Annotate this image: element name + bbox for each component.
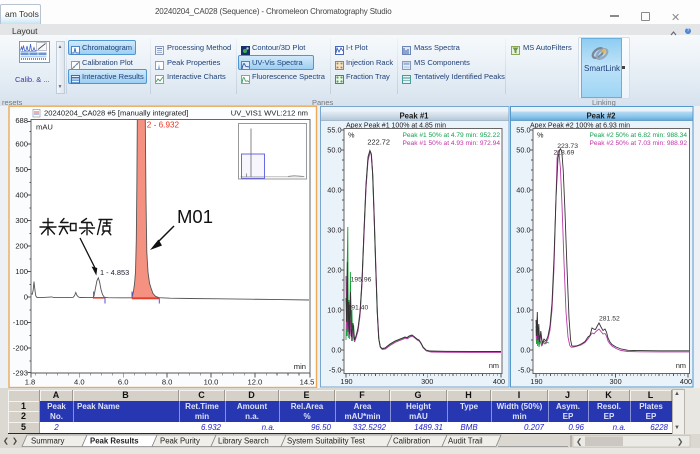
svg-text:400: 400 bbox=[15, 191, 28, 200]
svg-text:222.72: 222.72 bbox=[367, 138, 390, 147]
svg-text:Peak #2: Peak #2 bbox=[586, 112, 616, 121]
svg-text:500: 500 bbox=[15, 165, 28, 174]
svg-text:-5.0: -5.0 bbox=[329, 366, 342, 375]
svg-text:❯: ❯ bbox=[677, 437, 683, 446]
svg-text:1.8: 1.8 bbox=[25, 378, 36, 387]
svg-text:600: 600 bbox=[15, 140, 28, 149]
svg-text:2 - 6.932: 2 - 6.932 bbox=[147, 121, 180, 130]
svg-text:10.0: 10.0 bbox=[516, 306, 530, 315]
svg-text:0.0: 0.0 bbox=[520, 346, 530, 355]
svg-text:Library Search: Library Search bbox=[218, 437, 269, 446]
svg-text:Audit Trail: Audit Trail bbox=[448, 437, 483, 446]
svg-text:10.0: 10.0 bbox=[204, 378, 219, 387]
svg-text:300: 300 bbox=[421, 377, 433, 386]
svg-text:Peak #2 50% at 6.82 min: 988.3: Peak #2 50% at 6.82 min: 988.34 bbox=[589, 132, 687, 139]
svg-text:Summary: Summary bbox=[31, 437, 64, 446]
svg-text:300: 300 bbox=[15, 216, 28, 225]
svg-text:20240204_CA028 #5 [manually in: 20240204_CA028 #5 [manually integrated] bbox=[44, 109, 188, 118]
svg-text:Apex Peak #1 100% at 4.85 min: Apex Peak #1 100% at 4.85 min bbox=[346, 123, 446, 130]
svg-text:190: 190 bbox=[530, 377, 542, 386]
svg-text:%: % bbox=[348, 131, 355, 140]
svg-text:200: 200 bbox=[15, 242, 28, 251]
svg-text:nm: nm bbox=[676, 361, 686, 370]
svg-text:55.0: 55.0 bbox=[327, 126, 341, 135]
svg-text:0: 0 bbox=[24, 293, 28, 302]
svg-text:❮: ❮ bbox=[576, 437, 582, 446]
svg-text:Apex Peak #2 100% at 6.93 min: Apex Peak #2 100% at 6.93 min bbox=[530, 123, 630, 130]
svg-text:195.96: 195.96 bbox=[351, 277, 372, 284]
svg-text:300: 300 bbox=[610, 377, 622, 386]
svg-text:Calibration: Calibration bbox=[393, 437, 430, 446]
svg-text:100: 100 bbox=[15, 267, 28, 276]
svg-text:10.0: 10.0 bbox=[327, 306, 341, 315]
svg-text:6.0: 6.0 bbox=[118, 378, 129, 387]
svg-text:Peak #1: Peak #1 bbox=[399, 112, 429, 121]
svg-text:191.40: 191.40 bbox=[348, 305, 369, 312]
svg-text:❮: ❮ bbox=[3, 437, 9, 445]
svg-text:System Suitability Test: System Suitability Test bbox=[287, 437, 366, 446]
svg-text:281.52: 281.52 bbox=[599, 316, 620, 323]
svg-text:20.0: 20.0 bbox=[327, 266, 341, 275]
svg-text:-5.0: -5.0 bbox=[518, 366, 531, 375]
svg-text:Peak Purity: Peak Purity bbox=[160, 437, 200, 446]
svg-text:❯: ❯ bbox=[12, 437, 18, 445]
svg-text:8.0: 8.0 bbox=[162, 378, 173, 387]
svg-text:400: 400 bbox=[493, 377, 505, 386]
svg-text:20.0: 20.0 bbox=[516, 266, 530, 275]
svg-text:688: 688 bbox=[15, 116, 28, 125]
svg-text:223.73: 223.73 bbox=[557, 143, 578, 150]
svg-text:0.0: 0.0 bbox=[331, 346, 341, 355]
svg-text:nm: nm bbox=[489, 361, 499, 370]
svg-text:%: % bbox=[537, 131, 544, 140]
svg-text:min: min bbox=[294, 362, 306, 371]
svg-text:190: 190 bbox=[340, 377, 352, 386]
svg-text:4.0: 4.0 bbox=[74, 378, 85, 387]
svg-text:400: 400 bbox=[680, 377, 692, 386]
svg-text:55.0: 55.0 bbox=[516, 126, 530, 135]
svg-text:1 - 4.853: 1 - 4.853 bbox=[100, 268, 129, 277]
svg-text:Peak #2 50% at 7.03 min: 988.9: Peak #2 50% at 7.03 min: 988.92 bbox=[589, 140, 687, 147]
svg-text:218.69: 218.69 bbox=[554, 150, 575, 157]
svg-text:mAU: mAU bbox=[36, 123, 53, 132]
svg-text:Peak #1 50% at 4.79 min: 952.2: Peak #1 50% at 4.79 min: 952.22 bbox=[402, 132, 500, 139]
svg-text:M01: M01 bbox=[177, 206, 213, 227]
svg-text:30.0: 30.0 bbox=[516, 226, 530, 235]
svg-text:50.0: 50.0 bbox=[327, 146, 341, 155]
svg-text:-200: -200 bbox=[13, 344, 28, 353]
svg-text:14.5: 14.5 bbox=[300, 378, 315, 387]
svg-text:-293: -293 bbox=[13, 369, 28, 378]
svg-text:-100: -100 bbox=[13, 318, 28, 327]
svg-text:12.0: 12.0 bbox=[248, 378, 263, 387]
svg-text:Peak Results: Peak Results bbox=[90, 437, 139, 446]
svg-text:30.0: 30.0 bbox=[327, 226, 341, 235]
svg-text:40.0: 40.0 bbox=[516, 186, 530, 195]
svg-text:UV_VIS1 WVL:212 nm: UV_VIS1 WVL:212 nm bbox=[231, 109, 308, 118]
svg-text:40.0: 40.0 bbox=[327, 186, 341, 195]
svg-text:50.0: 50.0 bbox=[516, 146, 530, 155]
svg-text:Peak #1 50% at 4.93 min: 972.9: Peak #1 50% at 4.93 min: 972.94 bbox=[402, 140, 500, 147]
